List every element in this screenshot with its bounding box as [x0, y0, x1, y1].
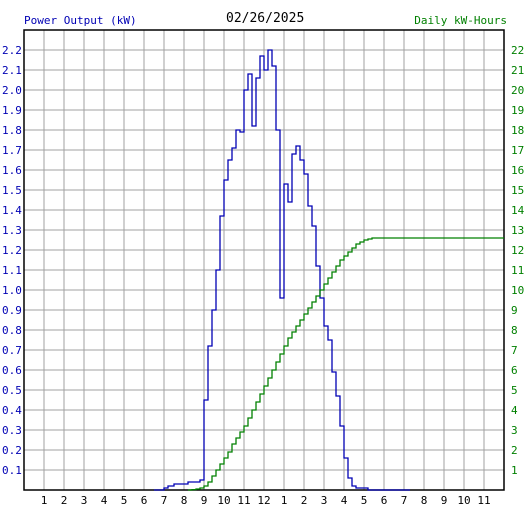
right-tick-label: 12	[511, 244, 524, 257]
x-tick-label: 11	[237, 494, 250, 507]
left-tick-label: 1.9	[2, 104, 22, 117]
power-axis-title: Power Output (kW)	[24, 14, 137, 27]
left-tick-label: 1.5	[2, 184, 22, 197]
x-tick-label: 2	[301, 494, 308, 507]
left-tick-label: 2.0	[2, 84, 22, 97]
x-tick-label: 6	[381, 494, 388, 507]
grid-layer	[24, 30, 504, 490]
left-tick-label: 0.4	[2, 404, 22, 417]
x-tick-label: 8	[421, 494, 428, 507]
left-tick-label: 0.5	[2, 384, 22, 397]
chart-date-title: 02/26/2025	[226, 11, 305, 26]
x-tick-label: 12	[257, 494, 270, 507]
x-tick-label: 5	[361, 494, 368, 507]
right-tick-label: 14	[511, 204, 525, 217]
plot-border	[23, 29, 505, 491]
right-tick-label: 20	[511, 84, 524, 97]
right-tick-label: 2	[511, 444, 518, 457]
left-tick-label: 2.1	[2, 64, 22, 77]
left-tick-label: 1.8	[2, 124, 22, 137]
left-tick-label: 0.9	[2, 304, 22, 317]
left-tick-label: 0.8	[2, 324, 22, 337]
left-tick-label: 1.1	[2, 264, 22, 277]
x-tick-label: 4	[341, 494, 348, 507]
right-tick-label: 4	[511, 404, 518, 417]
right-tick-label: 9	[511, 304, 518, 317]
x-tick-label: 3	[321, 494, 328, 507]
x-tick-label: 7	[401, 494, 408, 507]
x-tick-label: 10	[217, 494, 230, 507]
tick-labels: 1 2 3 4 5 6 7 8 9 10 11 12 1 2 3 4 5 6 7 8 9 10 110.1 10.2 20.3 3…	[2, 44, 525, 507]
left-tick-label: 1.6	[2, 164, 22, 177]
left-tick-label: 1.4	[2, 204, 22, 217]
power-output-line	[154, 49, 410, 491]
right-tick-label: 11	[511, 264, 524, 277]
right-tick-label: 16	[511, 164, 524, 177]
x-tick-label: 6	[141, 494, 148, 507]
right-tick-label: 10	[511, 284, 524, 297]
left-tick-label: 0.7	[2, 344, 22, 357]
x-tick-label: 10	[457, 494, 470, 507]
x-tick-label: 8	[181, 494, 188, 507]
x-tick-label: 3	[81, 494, 88, 507]
energy-axis-title: Daily kW-Hours	[414, 14, 507, 27]
x-tick-label: 4	[101, 494, 108, 507]
x-tick-label: 7	[161, 494, 168, 507]
right-tick-label: 1	[511, 464, 518, 477]
left-tick-label: 2.2	[2, 44, 22, 57]
right-tick-label: 8	[511, 324, 518, 337]
x-tick-label: 2	[61, 494, 68, 507]
right-tick-label: 22	[511, 44, 524, 57]
left-tick-label: 0.3	[2, 424, 22, 437]
daily-kwh-line	[188, 237, 504, 491]
left-tick-label: 1.0	[2, 284, 22, 297]
right-tick-label: 7	[511, 344, 518, 357]
right-tick-label: 15	[511, 184, 524, 197]
series-layer	[154, 49, 504, 491]
left-tick-label: 0.2	[2, 444, 22, 457]
x-tick-label: 11	[477, 494, 490, 507]
right-tick-label: 3	[511, 424, 518, 437]
left-tick-label: 0.6	[2, 364, 22, 377]
left-tick-label: 0.1	[2, 464, 22, 477]
left-tick-label: 1.7	[2, 144, 22, 157]
right-tick-label: 19	[511, 104, 524, 117]
right-tick-label: 18	[511, 124, 524, 137]
left-tick-label: 1.2	[2, 244, 22, 257]
right-tick-label: 6	[511, 364, 518, 377]
right-tick-label: 13	[511, 224, 524, 237]
right-tick-label: 21	[511, 64, 524, 77]
x-tick-label: 1	[41, 494, 48, 507]
right-tick-label: 5	[511, 384, 518, 397]
x-tick-label: 9	[441, 494, 448, 507]
left-tick-label: 1.3	[2, 224, 22, 237]
x-tick-label: 9	[201, 494, 208, 507]
x-tick-label: 1	[281, 494, 288, 507]
plot-frame	[23, 29, 505, 491]
x-tick-label: 5	[121, 494, 128, 507]
right-tick-label: 17	[511, 144, 524, 157]
